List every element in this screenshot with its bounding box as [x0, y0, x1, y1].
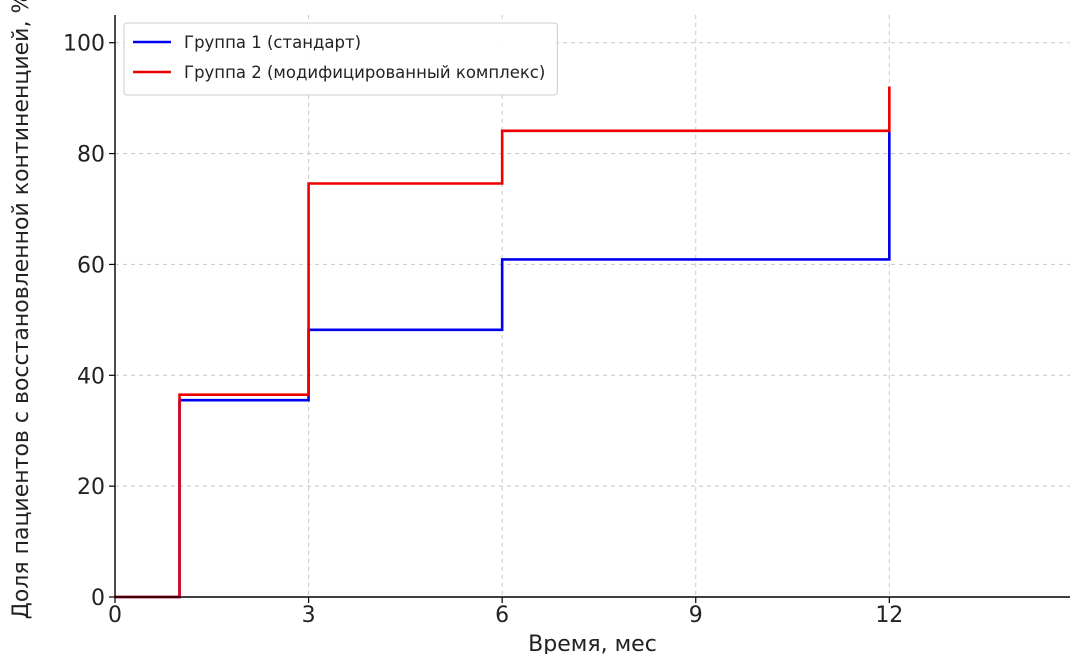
legend-label-2: Группа 2 (модифицированный комплекс)	[184, 63, 545, 82]
y-tick-label: 100	[63, 32, 105, 57]
y-tick-label: 40	[77, 364, 105, 389]
y-tick-label: 80	[77, 143, 105, 168]
x-tick-label: 9	[689, 603, 703, 628]
y-ticks: 0 20 40 60 80 100	[63, 32, 115, 611]
series-line-2	[115, 86, 891, 599]
axes	[114, 15, 1070, 598]
grid	[115, 15, 1070, 597]
legend-box	[123, 22, 558, 96]
x-tick-label: 3	[302, 603, 316, 628]
series-lines	[115, 86, 891, 599]
x-tick-label: 6	[495, 603, 509, 628]
y-tick-label: 0	[91, 586, 105, 611]
x-axis-label: Время, мес	[528, 632, 657, 654]
x-tick-label: 0	[108, 603, 122, 628]
y-tick-label: 20	[77, 475, 105, 500]
legend-label-1: Группа 1 (стандарт)	[184, 33, 361, 52]
y-axis-label: Доля пациентов с восстановленной контине…	[9, 0, 34, 619]
x-ticks: 0 3 6 9 12	[108, 597, 903, 628]
y-tick-label: 60	[77, 253, 105, 278]
x-tick-label: 12	[875, 603, 903, 628]
legend: Группа 1 (стандарт) Группа 2 (модифициров…	[123, 22, 558, 96]
